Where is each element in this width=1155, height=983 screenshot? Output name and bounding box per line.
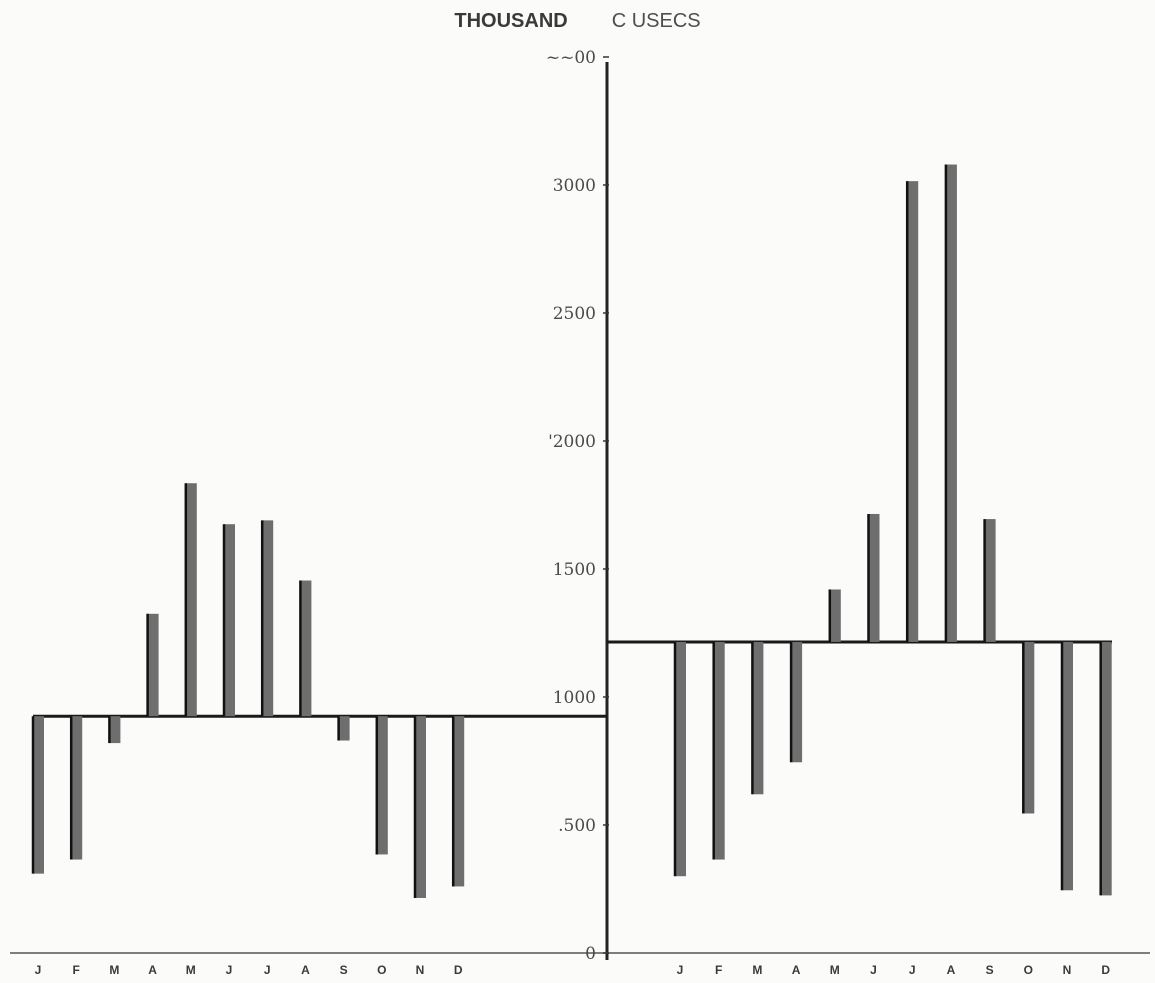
- right-bar: [907, 181, 919, 642]
- right-bar: [713, 641, 725, 860]
- right-month-label: N: [1063, 963, 1072, 977]
- left-bar: [71, 716, 83, 860]
- right-bar: [829, 589, 841, 642]
- left-bar: [376, 716, 388, 855]
- right-bar: [868, 513, 880, 642]
- left-month-label: M: [186, 963, 196, 977]
- right-bar: [752, 641, 764, 795]
- left-month-label: J: [226, 963, 233, 977]
- y-tick-label: 2500: [553, 304, 596, 324]
- left-month-label: F: [73, 963, 80, 977]
- y-tick-label: ~~00: [546, 48, 596, 68]
- left-bar: [109, 716, 121, 744]
- right-bar: [1023, 641, 1035, 814]
- right-month-label: F: [715, 963, 722, 977]
- axes-layer: [10, 56, 1150, 960]
- right-month-label: S: [986, 963, 994, 977]
- right-month-label: J: [870, 963, 877, 977]
- y-tick-label: .500: [558, 816, 596, 836]
- left-month-label: J: [35, 963, 42, 977]
- title-units-bold: THOUSAND: [454, 10, 568, 32]
- bars-layer: [31, 164, 1112, 898]
- right-month-label: J: [909, 963, 916, 977]
- left-month-label: A: [301, 963, 310, 977]
- left-month-label: N: [416, 963, 425, 977]
- left-month-label: J: [264, 963, 271, 977]
- title-units: C USECS: [611, 10, 701, 32]
- right-month-label: D: [1101, 963, 1110, 977]
- right-bar: [945, 164, 957, 642]
- left-bar: [300, 580, 312, 717]
- y-tick-label: '2000: [548, 432, 596, 452]
- left-month-label: O: [377, 963, 386, 977]
- y-tick-label: 1500: [553, 560, 596, 580]
- right-bar: [791, 641, 803, 763]
- left-bar: [147, 613, 159, 717]
- y-tick-label: 3000: [553, 176, 596, 196]
- right-month-label: A: [792, 963, 801, 977]
- right-month-label: M: [752, 963, 762, 977]
- right-bar: [1100, 641, 1112, 896]
- left-bar: [262, 520, 274, 717]
- chart-title: THOUSAND C USECS: [0, 10, 1155, 33]
- y-tick-label: 1000: [553, 688, 596, 708]
- right-bar: [1062, 641, 1073, 891]
- left-month-label: A: [148, 963, 157, 977]
- right-month-label: A: [947, 963, 956, 977]
- left-bar: [33, 716, 44, 874]
- y-tick-label: 0: [585, 944, 596, 964]
- left-month-label: D: [454, 963, 463, 977]
- left-month-label: S: [340, 963, 348, 977]
- right-month-label: M: [830, 963, 840, 977]
- left-bar: [338, 716, 350, 741]
- labels-layer: 0 .500 1000 1500 '2000 2500 3000 ~~00 J F M A M J J A S O…: [35, 48, 1111, 977]
- right-month-label: O: [1024, 963, 1033, 977]
- right-bar: [675, 641, 686, 877]
- left-bar: [224, 524, 235, 717]
- left-month-label: M: [109, 963, 119, 977]
- left-bar: [453, 716, 465, 887]
- left-bar: [415, 716, 426, 898]
- left-bar: [185, 483, 197, 717]
- right-month-label: J: [677, 963, 684, 977]
- right-bar: [984, 519, 996, 642]
